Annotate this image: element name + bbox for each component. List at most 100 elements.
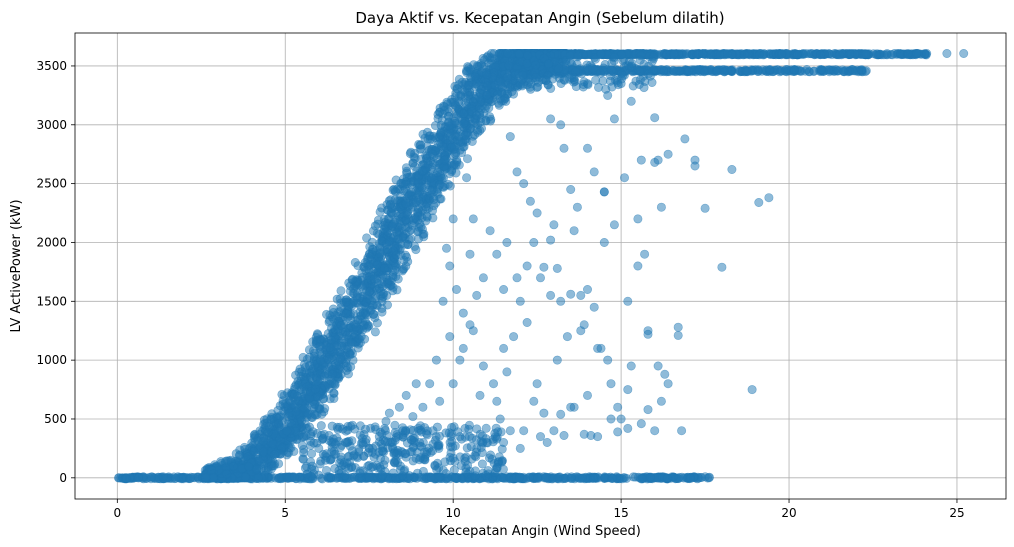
data-point <box>346 338 356 348</box>
data-point <box>719 67 729 77</box>
data-point <box>201 473 211 483</box>
data-point <box>607 65 617 75</box>
data-point <box>753 66 763 76</box>
data-point <box>375 207 385 217</box>
data-point <box>345 350 355 360</box>
data-point <box>368 245 378 255</box>
data-point <box>455 355 465 365</box>
data-point <box>502 73 512 83</box>
data-point <box>240 472 250 482</box>
data-point <box>633 261 643 271</box>
data-point <box>357 437 367 447</box>
data-point <box>623 385 633 395</box>
data-point <box>533 77 543 87</box>
data-point <box>327 369 337 379</box>
data-point <box>448 214 458 224</box>
data-point <box>556 296 566 306</box>
data-point <box>406 234 416 244</box>
data-point <box>411 245 421 255</box>
data-point <box>588 473 598 483</box>
data-point <box>582 284 592 294</box>
data-point <box>304 345 314 355</box>
data-point <box>398 264 408 274</box>
data-point <box>727 165 737 175</box>
data-point <box>407 220 417 230</box>
data-point <box>365 295 375 305</box>
data-point <box>848 66 858 76</box>
data-point <box>650 157 660 167</box>
data-point <box>482 437 492 447</box>
data-point <box>450 473 460 483</box>
data-point <box>505 132 515 142</box>
data-point <box>273 419 283 429</box>
data-point <box>416 140 426 150</box>
data-point <box>484 453 494 463</box>
data-point <box>258 436 268 446</box>
data-point <box>589 167 599 177</box>
data-point <box>171 473 181 483</box>
data-point <box>289 389 299 399</box>
data-point <box>455 452 465 462</box>
data-point <box>439 155 449 165</box>
data-point <box>372 318 382 328</box>
data-point <box>539 262 549 272</box>
data-point <box>448 379 458 389</box>
data-point <box>347 446 357 456</box>
data-point <box>663 379 673 389</box>
data-point <box>352 453 362 463</box>
data-point <box>298 454 308 464</box>
data-point <box>416 222 426 232</box>
data-point <box>244 462 254 472</box>
data-point <box>871 49 881 59</box>
data-point <box>310 410 320 420</box>
data-point <box>399 186 409 196</box>
data-point <box>497 82 507 92</box>
data-point <box>542 437 552 447</box>
data-point <box>566 185 576 195</box>
data-point <box>398 426 408 436</box>
data-point <box>609 114 619 124</box>
data-point <box>326 335 336 345</box>
data-point <box>458 109 468 119</box>
data-point <box>401 199 411 209</box>
data-point <box>382 290 392 300</box>
data-point <box>222 469 232 479</box>
data-point <box>616 414 626 424</box>
data-point <box>315 341 325 351</box>
data-point <box>518 70 528 80</box>
data-point <box>417 213 427 223</box>
data-point <box>408 412 418 422</box>
data-point <box>671 66 681 76</box>
data-point <box>360 424 370 434</box>
data-point <box>253 473 263 483</box>
data-point <box>504 60 514 70</box>
data-point <box>445 437 455 447</box>
data-point <box>419 232 429 242</box>
data-point <box>699 67 709 77</box>
data-point <box>364 472 374 482</box>
data-point <box>643 329 653 339</box>
data-point <box>903 49 913 59</box>
data-point <box>565 51 575 61</box>
data-point <box>319 371 329 381</box>
data-point <box>316 430 326 440</box>
data-point <box>472 424 482 434</box>
data-point <box>185 473 195 483</box>
data-point <box>543 71 553 81</box>
data-point <box>315 401 325 411</box>
data-point <box>275 401 285 411</box>
data-point <box>357 272 367 282</box>
data-point <box>303 409 313 419</box>
data-point <box>566 472 576 482</box>
data-point <box>364 287 374 297</box>
data-point <box>777 49 787 59</box>
data-point <box>673 330 683 340</box>
data-point <box>444 121 454 131</box>
data-point <box>402 252 412 262</box>
data-point <box>300 367 310 377</box>
data-point <box>562 332 572 342</box>
data-point <box>887 50 897 60</box>
data-point <box>377 307 387 317</box>
data-point <box>316 421 326 431</box>
